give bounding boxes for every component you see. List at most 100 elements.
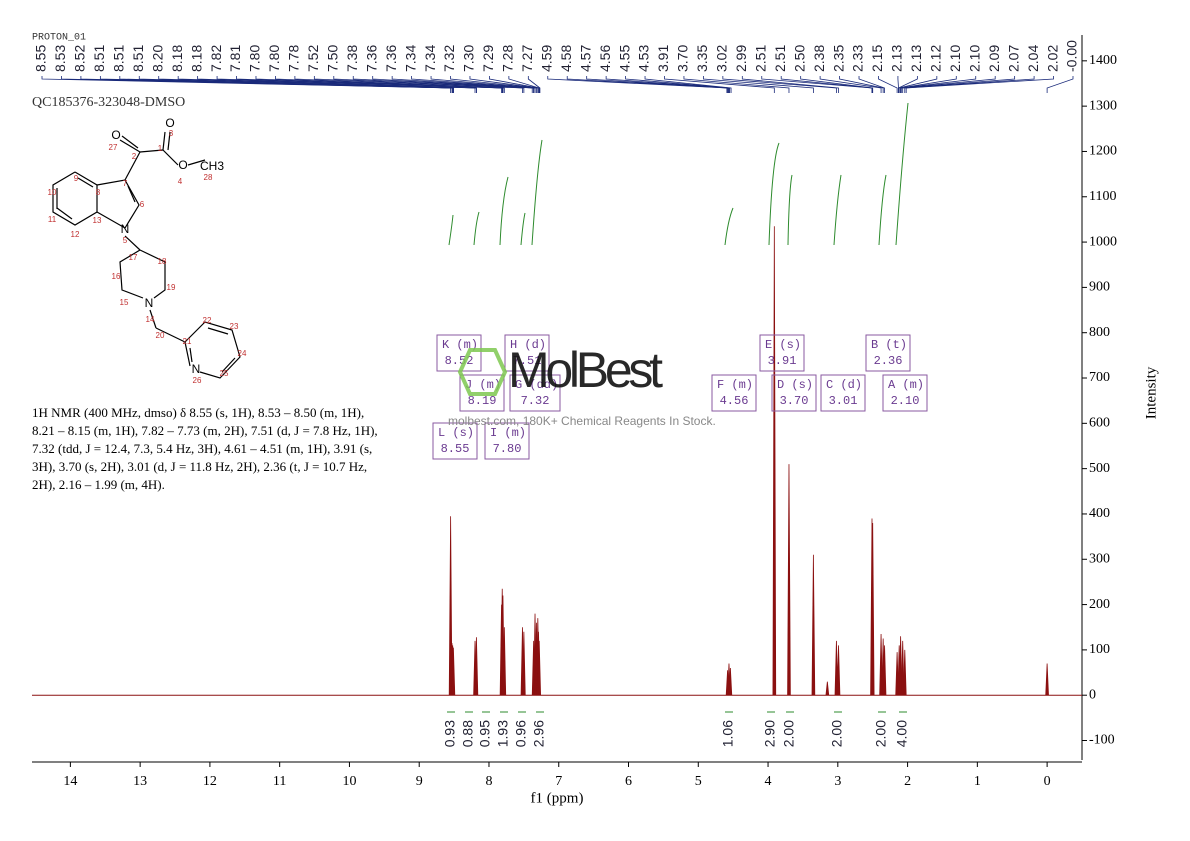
- peak-label: 7.50: [324, 45, 340, 72]
- peak-leader: [586, 76, 729, 93]
- peak-leader: [722, 76, 837, 93]
- multiplet-shift: 3.01: [829, 394, 858, 408]
- multiplet-shift: 3.91: [768, 354, 797, 368]
- peak-label: 7.82: [208, 45, 224, 72]
- peak: [502, 627, 507, 696]
- peak-label: 2.07: [1005, 45, 1021, 72]
- multiplet-shift: 2.36: [874, 354, 903, 368]
- integral-value: 2.90: [762, 720, 778, 747]
- multiplet-box: [820, 374, 866, 412]
- atom-label: 5: [123, 236, 128, 245]
- multiplet-name: A (m): [888, 378, 924, 392]
- multiplet-box: [865, 334, 911, 372]
- integral-value: 2.96: [531, 720, 547, 747]
- peak-label: 2.12: [928, 45, 944, 72]
- peak-label: 7.29: [480, 45, 496, 72]
- x-tick-label: 8: [485, 774, 492, 789]
- peak-leader: [898, 76, 938, 93]
- peak-label: 2.13: [889, 45, 905, 72]
- y-tick-label: 500: [1089, 461, 1110, 476]
- peak-label: 8.51: [130, 45, 146, 72]
- atom-label: 27: [109, 143, 118, 152]
- atom-label: O: [111, 128, 120, 142]
- peak-leader: [904, 76, 1035, 93]
- peak: [836, 645, 841, 696]
- peak: [787, 464, 791, 696]
- peak-leader: [664, 76, 775, 93]
- atom-label: 25: [220, 369, 229, 378]
- multiplet-name: F (m): [717, 378, 753, 392]
- multiplet-shift: 8.55: [441, 442, 470, 456]
- multiplet-shift: 3.70: [780, 394, 809, 408]
- peak-leader: [702, 76, 814, 93]
- peak-label: 3.91: [655, 45, 671, 72]
- integral-value: 2.00: [781, 720, 797, 747]
- multiplet-box: [432, 422, 478, 460]
- y-tick-label: 200: [1089, 597, 1110, 612]
- peak-label: 7.36: [383, 45, 399, 72]
- y-tick-label: 900: [1089, 280, 1110, 295]
- peak-leader: [333, 76, 525, 93]
- sample-name: QC185376-323048-DMSO: [32, 95, 185, 110]
- peak-label: 8.18: [169, 45, 185, 72]
- multiplet-shift: 2.10: [891, 394, 920, 408]
- y-tick-label: 0: [1089, 687, 1096, 702]
- peak-leader: [644, 76, 732, 93]
- multiplet-name: G (dd): [515, 378, 558, 392]
- x-tick-label: 9: [416, 774, 423, 789]
- multiplet-box: [771, 374, 817, 412]
- integral-curves: [448, 102, 909, 246]
- peak-label: 7.52: [305, 45, 321, 72]
- integral-value: 1.06: [720, 720, 736, 747]
- peak-leader: [819, 76, 882, 93]
- atom-label: 19: [167, 283, 176, 292]
- integral-value: 2.00: [873, 720, 889, 747]
- integral-value: 0.96: [513, 720, 529, 747]
- multiplet-shift: 7.32: [521, 394, 550, 408]
- y-tick-label: -100: [1089, 733, 1115, 748]
- peak-label: -0.00: [1064, 40, 1080, 72]
- peak: [728, 667, 733, 696]
- atom-label: N: [145, 296, 154, 310]
- peak-label: 7.38: [344, 45, 360, 72]
- x-tick-label: 6: [625, 774, 632, 789]
- peak-label: 8.51: [91, 45, 107, 72]
- peak: [1045, 663, 1049, 696]
- peak-leader: [905, 76, 1054, 93]
- integral-value: 0.88: [460, 720, 476, 747]
- peak: [448, 516, 453, 696]
- peak-label: 7.81: [227, 45, 243, 72]
- y-tick-label: 1000: [1089, 234, 1117, 249]
- peak-label: 4.57: [577, 45, 593, 72]
- peak-leader: [352, 76, 533, 93]
- peak-label: 8.20: [149, 45, 165, 72]
- y-tick-label: 400: [1089, 506, 1110, 521]
- peak-leader: [547, 76, 728, 93]
- peak-leader: [902, 76, 1016, 93]
- atom-label: 24: [238, 349, 247, 358]
- x-axis-title: f1 (ppm): [531, 790, 584, 806]
- multiplet-box: [509, 374, 561, 412]
- peak: [902, 649, 907, 696]
- peak-label: 2.10: [947, 45, 963, 72]
- peak: [870, 523, 875, 696]
- peak-leader: [138, 76, 454, 93]
- atom-label: 1: [158, 144, 163, 153]
- multiplet-name: I (m): [490, 426, 526, 440]
- peak-label: 2.51: [772, 45, 788, 72]
- multiplet-box: [711, 374, 757, 412]
- y-tick-label: 1200: [1089, 144, 1117, 159]
- peak-leader: [898, 76, 918, 93]
- peak-label: 2.02: [1044, 45, 1060, 72]
- y-tick-label: 700: [1089, 370, 1110, 385]
- peak-leader: [469, 76, 539, 93]
- x-tick-label: 13: [133, 774, 147, 789]
- integral-value: 0.95: [477, 720, 493, 747]
- peak-leader: [741, 76, 839, 93]
- peak-label: 7.30: [461, 45, 477, 72]
- peak: [882, 645, 887, 696]
- atom-label: 9: [74, 174, 79, 183]
- multiplet-name: B (t): [871, 338, 907, 352]
- nmr-description: 1H NMR (400 MHz, dmso) δ 8.55 (s, 1H), 8…: [32, 405, 378, 492]
